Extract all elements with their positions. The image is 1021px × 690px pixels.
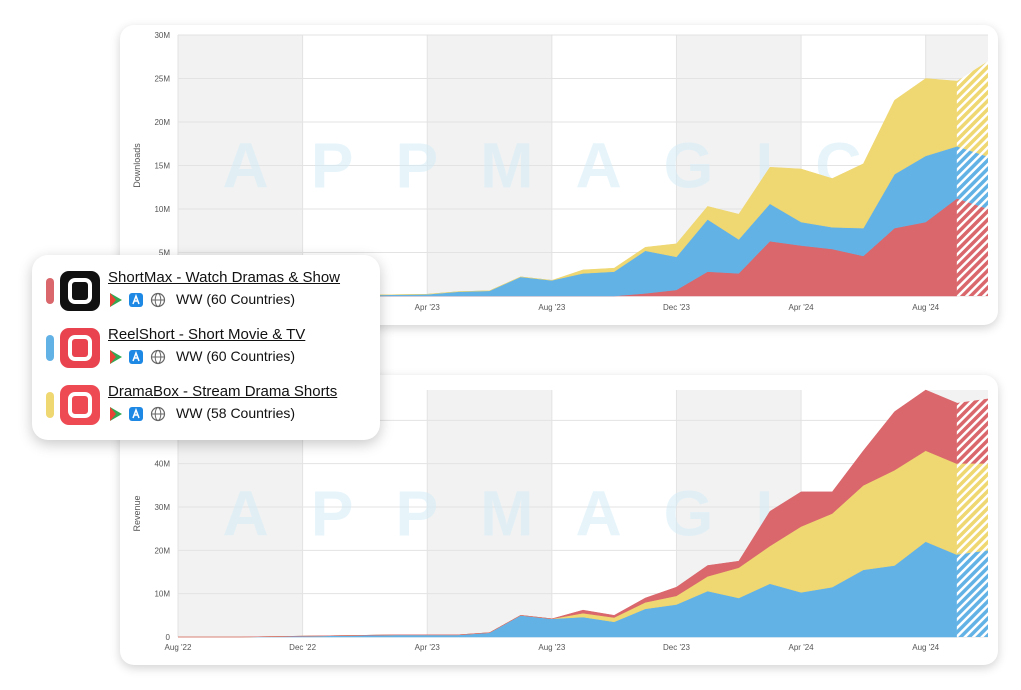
app-region: WW (60 Countries) [176,348,296,364]
play-store-icon-part [110,293,116,307]
area-projection [956,463,988,555]
y-tick-label: 20M [154,546,170,555]
x-tick-label: Dec '23 [663,303,690,312]
store-icons [108,348,178,366]
app-name[interactable]: ReelShort - Short Movie & TV [108,326,306,343]
y-tick-label: 15M [154,162,170,171]
y-axis-title: Revenue [132,495,142,531]
area-projection [956,146,988,209]
x-tick-label: Aug '23 [538,643,565,652]
app-name[interactable]: DramaBox - Stream Drama Shorts [108,383,338,400]
app-icon-art [68,335,92,361]
legend-swatch [46,392,54,418]
area-projection [956,198,988,296]
x-tick-label: Aug '22 [165,643,192,652]
legend-item: ShortMax - Watch Dramas & Show WW (60 Cou… [46,269,376,317]
legend-swatch [46,335,54,361]
app-icon-art [68,278,92,304]
store-icons [108,291,178,309]
app-icon-shape [68,278,92,304]
legend-item: DramaBox - Stream Drama Shorts WW (58 Cou… [46,383,376,431]
app-icon [60,271,100,311]
store-icons-art [110,349,166,365]
app-icon [60,328,100,368]
app-region: WW (58 Countries) [176,405,296,421]
x-tick-label: Apr '24 [789,303,815,312]
y-tick-label: 40M [154,460,170,469]
y-tick-label: 10M [154,590,170,599]
x-tick-label: Aug '23 [538,303,565,312]
y-tick-label: 0 [166,633,171,642]
store-icons [108,405,178,423]
y-axis-title: Downloads [132,143,142,188]
legend-item: ReelShort - Short Movie & TV WW (60 Count… [46,326,376,374]
store-icons-art [110,292,166,308]
y-tick-label: 30M [154,503,170,512]
x-tick-label: Dec '23 [663,643,690,652]
app-icon-art [68,392,92,418]
y-tick-label: 10M [154,205,170,214]
x-tick-label: Apr '23 [415,303,441,312]
app-store-glyph [132,293,140,305]
play-store-icon-part [110,407,116,421]
y-tick-label: 5M [159,249,170,258]
app-store-glyph [132,407,140,419]
x-tick-label: Apr '24 [789,643,815,652]
x-tick-label: Aug '24 [912,643,939,652]
app-region: WW (60 Countries) [176,291,296,307]
store-icons-art [110,406,166,422]
y-tick-label: 20M [154,118,170,127]
app-icon [60,385,100,425]
area-projection [956,550,988,637]
y-tick-label: 25M [154,75,170,84]
area-projection [956,398,988,464]
app-store-glyph [132,350,140,362]
area-projection [956,61,988,157]
legend-swatch [46,278,54,304]
y-tick-label: 30M [154,31,170,40]
app-name[interactable]: ShortMax - Watch Dramas & Show [108,269,341,286]
app-icon-shape [68,335,92,361]
x-tick-label: Dec '22 [289,643,316,652]
app-icon-shape [68,392,92,418]
legend: ShortMax - Watch Dramas & Show WW (60 Cou… [32,255,380,440]
x-tick-label: Apr '23 [415,643,441,652]
play-store-icon-part [110,350,116,364]
x-tick-label: Aug '24 [912,303,939,312]
background-band [427,390,552,637]
